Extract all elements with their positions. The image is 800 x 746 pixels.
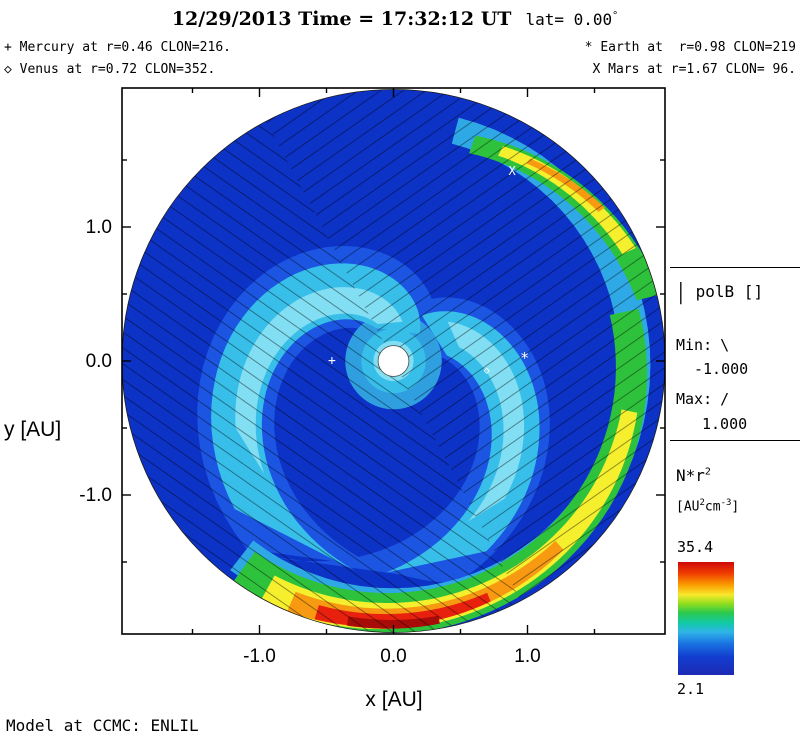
negative-polarity-hatch-glyph: \	[720, 336, 730, 354]
svg-text:0.0: 0.0	[380, 646, 406, 667]
model-credit: Model at CCMC: ENLIL	[6, 716, 199, 735]
venus-annotation: ◇ Venus at r=0.72 CLON=352.	[4, 62, 216, 77]
colorbar-min-value: 2.1	[677, 680, 705, 698]
svg-text:1.0: 1.0	[86, 217, 112, 238]
units-cm: cm	[704, 499, 721, 515]
mercury-annotation: + Mercury at r=0.46 CLON=216.	[4, 40, 231, 55]
svg-text:-1.0: -1.0	[79, 485, 112, 506]
svg-text:-1.0: -1.0	[243, 646, 276, 667]
colorbar-gradient	[678, 562, 734, 675]
quantity-exponent: 2	[704, 466, 711, 478]
min-text: Min:	[676, 336, 713, 354]
polb-max-label: Max: /	[676, 390, 729, 408]
polb-min-value: -1.000	[694, 360, 749, 378]
y-axis-label: y [AU]	[4, 418, 62, 441]
colorbar-quantity-label: N*r2	[676, 466, 711, 485]
plot-title: 12/29/2013 Time = 17:32:12 UT lat= 0.00°	[110, 8, 680, 30]
svg-text:X: X	[508, 164, 516, 178]
polb-min-label: Min: \	[676, 336, 729, 354]
mars-annotation: X Mars at r=1.67 CLON= 96.	[592, 62, 797, 77]
positive-polarity-hatch-glyph: /	[720, 390, 730, 408]
earth-annotation: * Earth at r=0.98 CLON=219	[584, 40, 796, 55]
units-au: [AU	[676, 499, 700, 515]
units-close: ]	[731, 499, 740, 515]
polb-bar-glyph: |	[676, 278, 686, 305]
svg-text:0.0: 0.0	[86, 351, 112, 372]
svg-text:◇: ◇	[484, 365, 490, 376]
degree-symbol: °	[612, 10, 619, 22]
max-text: Max:	[676, 390, 713, 408]
title-datetime: 12/29/2013 Time = 17:32:12 UT	[171, 8, 512, 30]
units-cm-exp: -3	[720, 498, 732, 508]
svg-text:+: +	[328, 354, 336, 369]
units-au-exp: 2	[699, 498, 705, 508]
polb-max-value: 1.000	[702, 415, 748, 433]
polb-label: polB []	[695, 282, 764, 301]
svg-text:1.0: 1.0	[514, 646, 540, 667]
quantity-base: N*r	[676, 466, 705, 485]
legend-divider-top	[670, 267, 800, 268]
colorbar-units-label: [AU2cm-3]	[676, 498, 739, 514]
polb-legend-title: | polB []	[676, 278, 764, 305]
x-axis-label: x [AU]	[365, 688, 423, 711]
legend-divider-bottom	[670, 440, 800, 441]
svg-text:*: *	[520, 349, 529, 367]
title-lat-text: lat= 0.00	[525, 10, 613, 29]
title-latitude: lat= 0.00°	[525, 10, 618, 29]
colorbar-max-value: 35.4	[677, 538, 714, 556]
